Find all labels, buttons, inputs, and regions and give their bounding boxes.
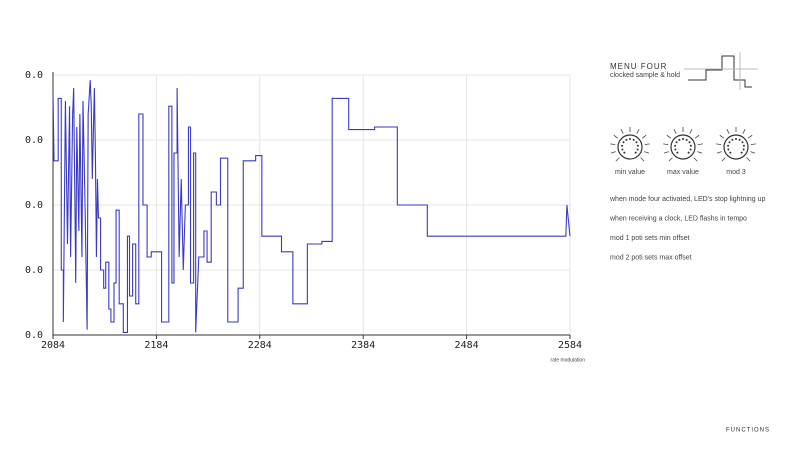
knob-tick — [636, 128, 640, 134]
knob-led — [674, 144, 677, 147]
knob-led — [621, 144, 624, 147]
knob-label: min value — [615, 169, 645, 176]
x-tick-label: 2384 — [351, 340, 375, 351]
knob-tick — [666, 134, 672, 139]
knob-led — [685, 138, 688, 141]
knob-tick — [689, 128, 693, 134]
knob-led — [632, 138, 635, 141]
knob-tick — [644, 151, 650, 154]
waveform-icon — [684, 52, 758, 90]
y-tick-label: 0.0 — [25, 265, 43, 276]
knob-led — [634, 151, 637, 154]
knob-led — [742, 144, 745, 147]
knob-led — [635, 141, 638, 144]
knob-tick — [668, 157, 673, 162]
knob-led — [731, 138, 734, 141]
knob-led — [678, 138, 681, 141]
knob-tick — [610, 151, 616, 154]
knob-tick — [716, 151, 722, 154]
knob-led — [625, 138, 628, 141]
knob-led — [688, 141, 691, 144]
knob-tick — [726, 128, 730, 134]
knob-led — [674, 148, 677, 151]
x-tick-label: 2284 — [248, 340, 272, 351]
knob-tick — [719, 134, 725, 139]
knob-tick — [640, 157, 645, 162]
x-axis-label: rate modulation — [551, 357, 586, 363]
knob-led — [629, 138, 631, 140]
knob-tick — [620, 128, 624, 134]
knob-led — [727, 144, 730, 147]
y-tick-label: 0.0 — [25, 200, 43, 211]
knob-led — [729, 151, 732, 154]
knob-label: mod 3 — [726, 169, 746, 176]
knob-tick — [747, 134, 753, 139]
knob-led — [740, 151, 743, 154]
data-line — [52, 80, 571, 333]
panel-subtitle: clocked sample & hold — [610, 72, 680, 79]
note: when receiving a clock, LED flashs in te… — [609, 215, 747, 222]
knob-tick — [721, 157, 726, 162]
knob-led — [636, 148, 639, 151]
knob-led — [687, 151, 690, 154]
knob-tick — [663, 143, 669, 146]
y-tick-label: 0.0 — [25, 330, 43, 341]
knob-tick — [663, 151, 669, 154]
knob-led — [735, 138, 737, 140]
knob-tick — [746, 157, 751, 162]
panel-title: MENU FOUR — [610, 62, 667, 71]
knob-led — [727, 148, 730, 151]
knob-tick — [613, 134, 619, 139]
knobs: min value max value mod 3 — [610, 127, 756, 176]
knob-led — [636, 144, 639, 147]
x-tick-label: 2184 — [144, 340, 168, 351]
knob-tick — [693, 157, 698, 162]
y-tick-label: 0.0 — [25, 135, 43, 146]
knob-led — [689, 144, 692, 147]
x-tick-label: 2084 — [41, 340, 65, 351]
knob-tick — [673, 128, 677, 134]
knob-led — [623, 151, 626, 154]
knob-led — [742, 148, 745, 151]
x-tick-label: 2484 — [455, 340, 479, 351]
note: mod 2 poti sets max offset — [610, 254, 692, 261]
knob-tick — [610, 143, 616, 146]
x-tick-label: 2584 — [558, 340, 582, 351]
knob-led — [676, 151, 679, 154]
knob-led — [738, 138, 741, 141]
knob-led — [622, 141, 625, 144]
knob-led — [621, 148, 624, 151]
knob-tick — [694, 134, 700, 139]
knob-tick — [641, 134, 647, 139]
knob-tick — [742, 128, 746, 134]
knob-led — [675, 141, 678, 144]
footer: FUNCTIONS — [726, 428, 770, 434]
note: mod 1 poti sets min offset — [610, 235, 690, 242]
knob-led — [741, 141, 744, 144]
y-tick-label: 0.0 — [25, 70, 43, 81]
knob-label: max value — [667, 169, 699, 176]
knob-tick — [615, 157, 620, 162]
knob-tick — [697, 143, 703, 146]
knob-led — [682, 138, 684, 140]
note: when mode four activated, LED's stop lig… — [609, 196, 766, 203]
knob-tick — [750, 151, 756, 154]
knob-led — [689, 148, 692, 151]
knob-tick — [750, 143, 756, 146]
knob-tick — [697, 151, 703, 154]
knob-tick — [716, 143, 722, 146]
knob-led — [728, 141, 731, 144]
knob-tick — [644, 143, 650, 146]
